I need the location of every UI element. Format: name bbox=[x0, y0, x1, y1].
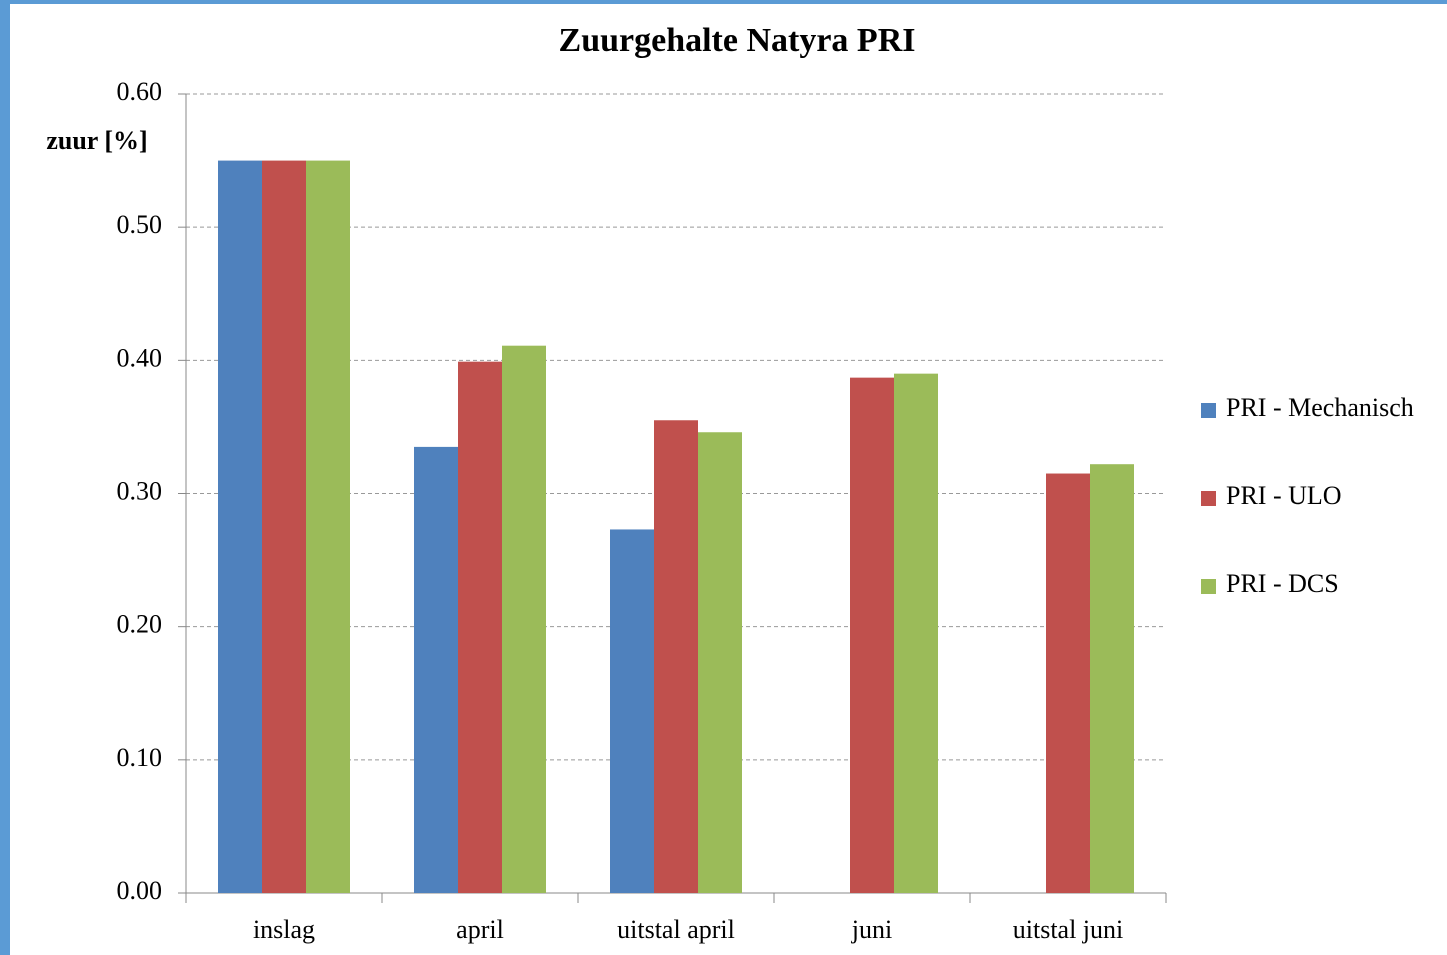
y-tick-label: 0.60 bbox=[117, 77, 163, 106]
y-tick-label: 0.40 bbox=[117, 343, 163, 372]
chart-title: Zuurgehalte Natyra PRI bbox=[559, 22, 916, 59]
x-tick-label: uitstal april bbox=[617, 915, 735, 944]
y-tick-label: 0.10 bbox=[117, 743, 163, 772]
legend-label: PRI - DCS bbox=[1226, 569, 1339, 598]
y-tick-label: 0.50 bbox=[117, 210, 163, 239]
bar bbox=[610, 529, 654, 893]
y-tick-label: 0.20 bbox=[117, 610, 163, 639]
x-tick-label: uitstal juni bbox=[1013, 915, 1124, 944]
bar bbox=[414, 446, 458, 893]
legend-label: PRI - ULO bbox=[1226, 481, 1342, 510]
legend-swatch bbox=[1201, 579, 1216, 594]
legend-swatch bbox=[1201, 491, 1216, 506]
bar bbox=[1046, 473, 1090, 893]
bar bbox=[654, 420, 698, 893]
x-tick-label: april bbox=[456, 915, 504, 944]
bar bbox=[850, 377, 894, 893]
x-tick-label: juni bbox=[851, 915, 892, 944]
bar bbox=[894, 373, 938, 893]
bar bbox=[458, 361, 502, 893]
legend-swatch bbox=[1201, 403, 1216, 418]
bar bbox=[1090, 464, 1134, 893]
bar bbox=[502, 345, 546, 893]
bar bbox=[262, 160, 306, 894]
bar bbox=[218, 160, 262, 894]
bar bbox=[698, 432, 742, 893]
y-tick-label: 0.00 bbox=[117, 876, 163, 905]
legend-label: PRI - Mechanisch bbox=[1226, 393, 1414, 422]
x-tick-label: inslag bbox=[253, 915, 315, 944]
y-tick-label: 0.30 bbox=[117, 476, 163, 505]
bar bbox=[306, 160, 350, 894]
y-axis-label: zuur [%] bbox=[46, 126, 147, 155]
